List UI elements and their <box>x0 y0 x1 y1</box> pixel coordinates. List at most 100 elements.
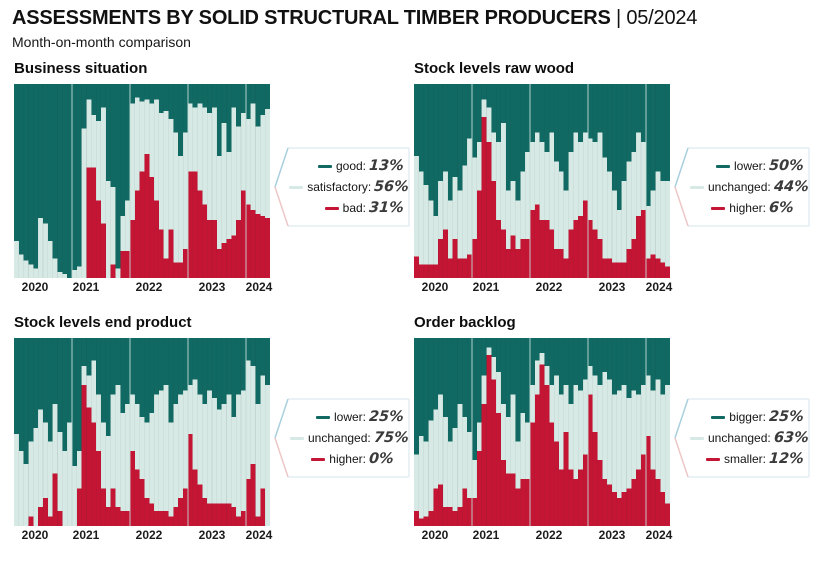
bar-segment-satisfactory <box>33 268 39 278</box>
bar-segment-lower <box>592 84 598 143</box>
bar-segment-unchanged <box>520 413 526 480</box>
bar-segment-unchanged <box>529 385 535 423</box>
stacked-bar-plot <box>14 338 270 526</box>
bar-segment-lower <box>115 338 121 386</box>
legend: lower: 50% unchanged: 44% higher: 6% <box>674 147 810 227</box>
bar-segment-good <box>52 84 58 259</box>
bar-segment-unchanged <box>500 122 506 230</box>
legend-label: lower: <box>333 410 366 424</box>
bar-segment-unchanged <box>438 394 444 485</box>
bar-segment-bad <box>207 219 213 278</box>
bar-segment-unchanged <box>544 151 550 220</box>
bar-segment-unchanged <box>563 385 569 433</box>
bar-segment-bad <box>168 229 174 278</box>
bar-segment-unchanged <box>544 366 550 386</box>
bar-segment-lower <box>245 338 251 361</box>
legend-value: 12% <box>768 451 805 467</box>
bar-segment-higher <box>105 507 111 526</box>
bar-segment-bigger <box>510 338 516 395</box>
bar-segment-good <box>236 84 242 127</box>
bar-segment-satisfactory <box>231 107 237 236</box>
bar-segment-higher <box>110 488 116 526</box>
bar-segment-satisfactory <box>86 99 92 168</box>
bar-segment-good <box>144 84 150 100</box>
bar-segment-unchanged <box>452 428 458 512</box>
bar-segment-satisfactory <box>202 107 208 205</box>
bar-segment-unchanged <box>67 422 73 526</box>
bar-segment-smaller <box>573 479 579 526</box>
bar-segment-unchanged <box>158 390 164 512</box>
bar-segment-higher <box>452 239 458 278</box>
bar-segment-bigger <box>476 338 482 423</box>
bar-segment-unchanged <box>96 394 102 451</box>
bar-segment-smaller <box>597 460 603 526</box>
bar-segment-lower <box>57 338 63 433</box>
bar-segment-lower <box>539 84 545 143</box>
bar-segment-satisfactory <box>241 113 246 191</box>
bar-segment-unchanged <box>134 403 140 470</box>
bar-segment-unchanged <box>414 454 419 512</box>
bar-segment-unchanged <box>447 441 453 508</box>
legend-rows: good: 13% satisfactory: 56% bad: 31% <box>289 147 410 227</box>
bar-segment-bigger <box>500 338 506 404</box>
bar-segment-unchanged <box>645 375 651 436</box>
bar-segment-unchanged <box>423 184 429 265</box>
bar-segment-unchanged <box>578 390 584 470</box>
bar-segment-smaller <box>636 469 642 526</box>
legend: good: 13% satisfactory: 56% bad: 31% <box>274 147 410 227</box>
bar-segment-unchanged <box>202 403 208 498</box>
bar-segment-smaller <box>568 469 574 526</box>
bar-segment-satisfactory <box>178 155 184 263</box>
bar-segment-higher <box>47 516 53 526</box>
bar-segment-satisfactory <box>28 264 34 278</box>
bar-segment-unchanged <box>612 190 617 263</box>
bar-segment-lower <box>226 338 232 395</box>
bar-segment-bigger <box>520 338 526 414</box>
bar-segment-lower <box>42 338 48 423</box>
bar-segment-unchanged <box>144 422 150 498</box>
bar-segment-unchanged <box>207 390 213 504</box>
bar-segment-good <box>245 84 251 119</box>
bar-segment-lower <box>173 338 179 404</box>
bar-segment-unchanged <box>510 394 516 474</box>
bar-segment-satisfactory <box>260 115 266 216</box>
bar-segment-satisfactory <box>226 151 232 240</box>
bar-segment-bigger <box>650 338 656 391</box>
bar-segment-unchanged <box>496 142 502 220</box>
bar-segment-lower <box>665 84 670 182</box>
bar-segment-bad <box>129 219 135 278</box>
bar-segment-lower <box>631 84 637 152</box>
bar-segment-good <box>207 84 213 114</box>
bar-segment-higher <box>100 488 106 526</box>
legend-label: bigger: <box>729 410 766 424</box>
bar-segment-higher <box>139 479 145 526</box>
bar-segment-smaller <box>534 394 540 526</box>
bar-segment-lower <box>168 338 174 423</box>
bar-segment-good <box>134 84 140 98</box>
x-tick-label: 2022 <box>535 280 563 294</box>
x-tick-label: 2023 <box>198 280 226 294</box>
bar-segment-unchanged <box>71 465 77 526</box>
bar-segment-satisfactory <box>129 103 135 220</box>
bar-segment-higher <box>144 497 150 526</box>
bar-segment-lower <box>236 338 242 395</box>
bar-segment-unchanged <box>607 171 613 259</box>
bar-segment-smaller <box>607 484 613 526</box>
bar-segment-smaller <box>500 460 506 526</box>
bar-segment-good <box>173 84 179 133</box>
chart-title: Business situation <box>14 60 148 77</box>
bar-segment-unchanged <box>86 375 92 408</box>
bar-segment-unchanged <box>462 416 468 489</box>
bar-segment-higher <box>192 469 198 526</box>
bar-segment-smaller <box>447 507 453 526</box>
bar-segment-bigger <box>433 338 439 410</box>
bar-segment-satisfactory <box>154 99 159 201</box>
bar-segment-lower <box>645 84 651 207</box>
bar-segment-smaller <box>418 518 424 526</box>
bar-segment-unchanged <box>616 390 622 498</box>
bar-segment-unchanged <box>558 394 564 470</box>
bar-segment-lower <box>265 338 270 386</box>
bar-segment-unchanged <box>14 433 19 526</box>
legend-row: bigger: 25% <box>690 408 809 427</box>
bar-segment-bad <box>245 204 251 278</box>
